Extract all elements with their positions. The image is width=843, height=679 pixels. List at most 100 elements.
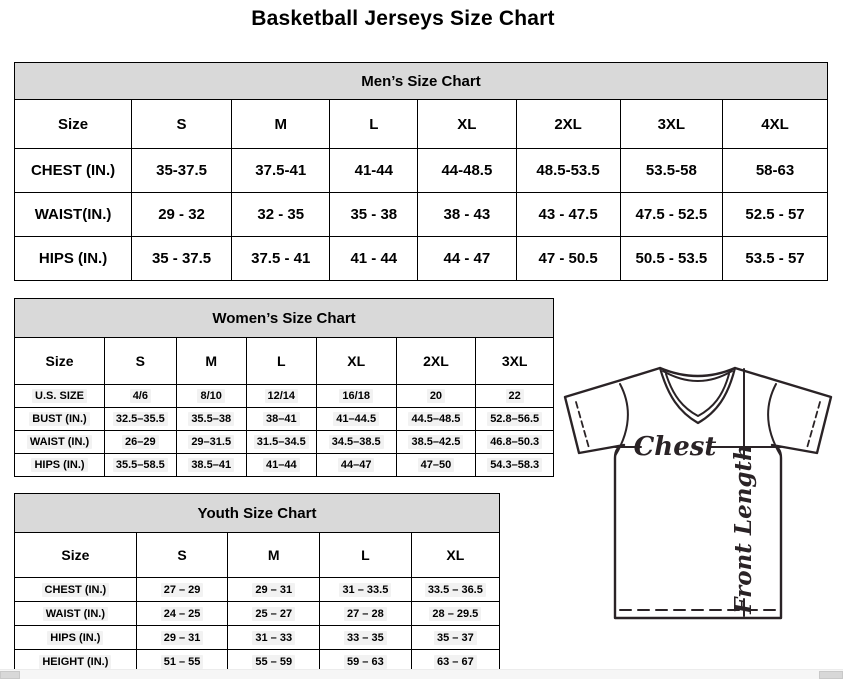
size-value-cell: 41–44 [245, 453, 317, 477]
column-header: XL [315, 337, 397, 385]
size-value-cell: 47 - 50.5 [515, 236, 621, 281]
cell-value: 29–31.5 [188, 435, 235, 449]
size-value-cell: 4/6 [104, 384, 177, 408]
size-value-cell: 53.5-58 [619, 148, 724, 193]
table-row: BUST (IN.) 32.5–35.5 35.5–38 38–41 41–44… [14, 407, 554, 431]
jersey-measurement-diagram: Chest Front Length [558, 360, 838, 626]
collar-back-arc [662, 370, 733, 382]
size-value-cell: 35 - 37.5 [131, 236, 233, 281]
table-row: WAIST (IN.) 26–29 29–31.5 31.5–34.5 34.5… [14, 430, 554, 454]
chest-label: Chest [634, 432, 717, 462]
size-value-cell: 48.5-53.5 [515, 148, 621, 193]
mens-size-chart-table: Men’s Size Chart Size S M L XL 2XL 3XL 4… [13, 62, 828, 281]
cell-value: 46.8–50.3 [487, 435, 543, 449]
size-value-cell: 35 - 38 [329, 192, 419, 237]
cell-value: 25 – 27 [252, 606, 296, 621]
cell-value: 55 – 59 [252, 654, 296, 669]
size-value-cell: 31.5–34.5 [245, 430, 317, 454]
size-value-cell: 25 – 27 [227, 601, 321, 626]
size-value-cell: 54.3–58.3 [475, 453, 554, 477]
column-header: L [319, 532, 412, 578]
cell-value: 27 – 28 [344, 606, 387, 621]
column-header: S [135, 532, 229, 578]
size-value-cell: 47.5 - 52.5 [619, 192, 724, 237]
horizontal-scrollbar[interactable] [0, 669, 843, 679]
column-header: M [231, 99, 331, 149]
table-row: U.S. SIZE 4/6 8/10 12/14 16/18 20 22 [14, 384, 554, 408]
scrollbar-thumb-left[interactable] [0, 671, 20, 679]
cell-value: 29 – 31 [160, 630, 204, 645]
cuff-dash-right [806, 401, 821, 449]
column-header: L [245, 337, 317, 385]
cell-value: 16/18 [339, 389, 373, 403]
row-label: WAIST(IN.) [13, 192, 133, 237]
size-value-cell: 26–29 [104, 430, 177, 454]
armhole-seam-left [614, 383, 629, 457]
size-value-cell: 31 – 33 [227, 625, 321, 650]
size-value-cell: 46.8–50.3 [475, 430, 554, 454]
size-value-cell: 41-44 [329, 148, 419, 193]
size-value-cell: 35.5–58.5 [104, 453, 177, 477]
size-value-cell: 27 – 29 [135, 577, 229, 602]
column-header: M [175, 337, 247, 385]
jersey-outline [563, 366, 833, 620]
size-value-cell: 12/14 [245, 384, 317, 408]
youth-size-chart-table: Youth Size Chart Size S M L XL CHEST (IN… [14, 493, 501, 674]
size-value-cell: 20 [395, 384, 477, 408]
cell-value: 41–44.5 [333, 412, 380, 426]
size-value-cell: 31 – 33.5 [319, 577, 412, 602]
size-value-cell: 38 - 43 [417, 192, 517, 237]
cuff-dash-left [575, 401, 590, 449]
cell-value: 35.5–58.5 [112, 458, 168, 472]
cell-value: 59 – 63 [344, 654, 387, 669]
cell-value: 44–47 [337, 458, 375, 472]
cell-value: 26–29 [122, 435, 159, 449]
cell-value: HIPS (IN.) [47, 630, 104, 645]
armhole-seam-right [767, 383, 782, 457]
size-value-cell: 43 - 47.5 [515, 192, 621, 237]
cell-value: 41–44 [262, 458, 300, 472]
row-label: BUST (IN.) [14, 407, 105, 431]
cell-value: 27 – 29 [160, 582, 204, 597]
size-value-cell: 29 – 31 [227, 577, 321, 602]
column-header: S [104, 337, 177, 385]
size-value-cell: 8/10 [175, 384, 247, 408]
size-value-cell: 38.5–42.5 [395, 430, 477, 454]
collar-v-outer [658, 366, 737, 425]
scrollbar-thumb-right[interactable] [819, 671, 843, 679]
size-value-cell: 29 – 31 [135, 625, 229, 650]
womens-size-chart-table: Women’s Size Chart Size S M L XL 2XL 3XL… [14, 298, 554, 477]
size-value-cell: 44–47 [315, 453, 397, 477]
cell-value: BUST (IN.) [29, 412, 90, 426]
size-value-cell: 34.5–38.5 [315, 430, 397, 454]
column-header: S [131, 99, 233, 149]
size-value-cell: 37.5-41 [231, 148, 331, 193]
front-length-label: Front Length [730, 444, 757, 615]
size-value-cell: 28 – 29.5 [410, 601, 501, 626]
cell-value: 4/6 [129, 389, 151, 403]
row-label: HIPS (IN.) [14, 453, 105, 477]
column-header: 2XL [395, 337, 477, 385]
size-value-cell: 44.5–48.5 [395, 407, 477, 431]
column-header: XL [410, 532, 501, 578]
cell-value: CHEST (IN.) [41, 582, 110, 597]
size-value-cell: 58-63 [722, 148, 828, 193]
size-value-cell: 32.5–35.5 [104, 407, 177, 431]
cell-value: 20 [426, 389, 446, 403]
size-value-cell: 24 – 25 [135, 601, 229, 626]
cell-value: 33 – 35 [344, 630, 387, 645]
cell-value: 54.3–58.3 [487, 458, 543, 472]
table-row: CHEST (IN.) 35-37.5 37.5-41 41-44 44-48.… [13, 148, 828, 193]
size-value-cell: 41 - 44 [329, 236, 419, 281]
size-value-cell: 29 - 32 [131, 192, 233, 237]
size-value-cell: 32 - 35 [231, 192, 331, 237]
cell-value: 32.5–35.5 [112, 412, 168, 426]
size-value-cell: 53.5 - 57 [722, 236, 828, 281]
column-header: Size [14, 532, 137, 578]
page-title: Basketball Jerseys Size Chart [251, 7, 555, 30]
cell-value: 38.5–42.5 [408, 435, 464, 449]
size-value-cell: 50.5 - 53.5 [619, 236, 724, 281]
size-value-cell: 33 – 35 [319, 625, 412, 650]
cell-value: 44.5–48.5 [408, 412, 464, 426]
cell-value: 38.5–41 [188, 458, 235, 472]
